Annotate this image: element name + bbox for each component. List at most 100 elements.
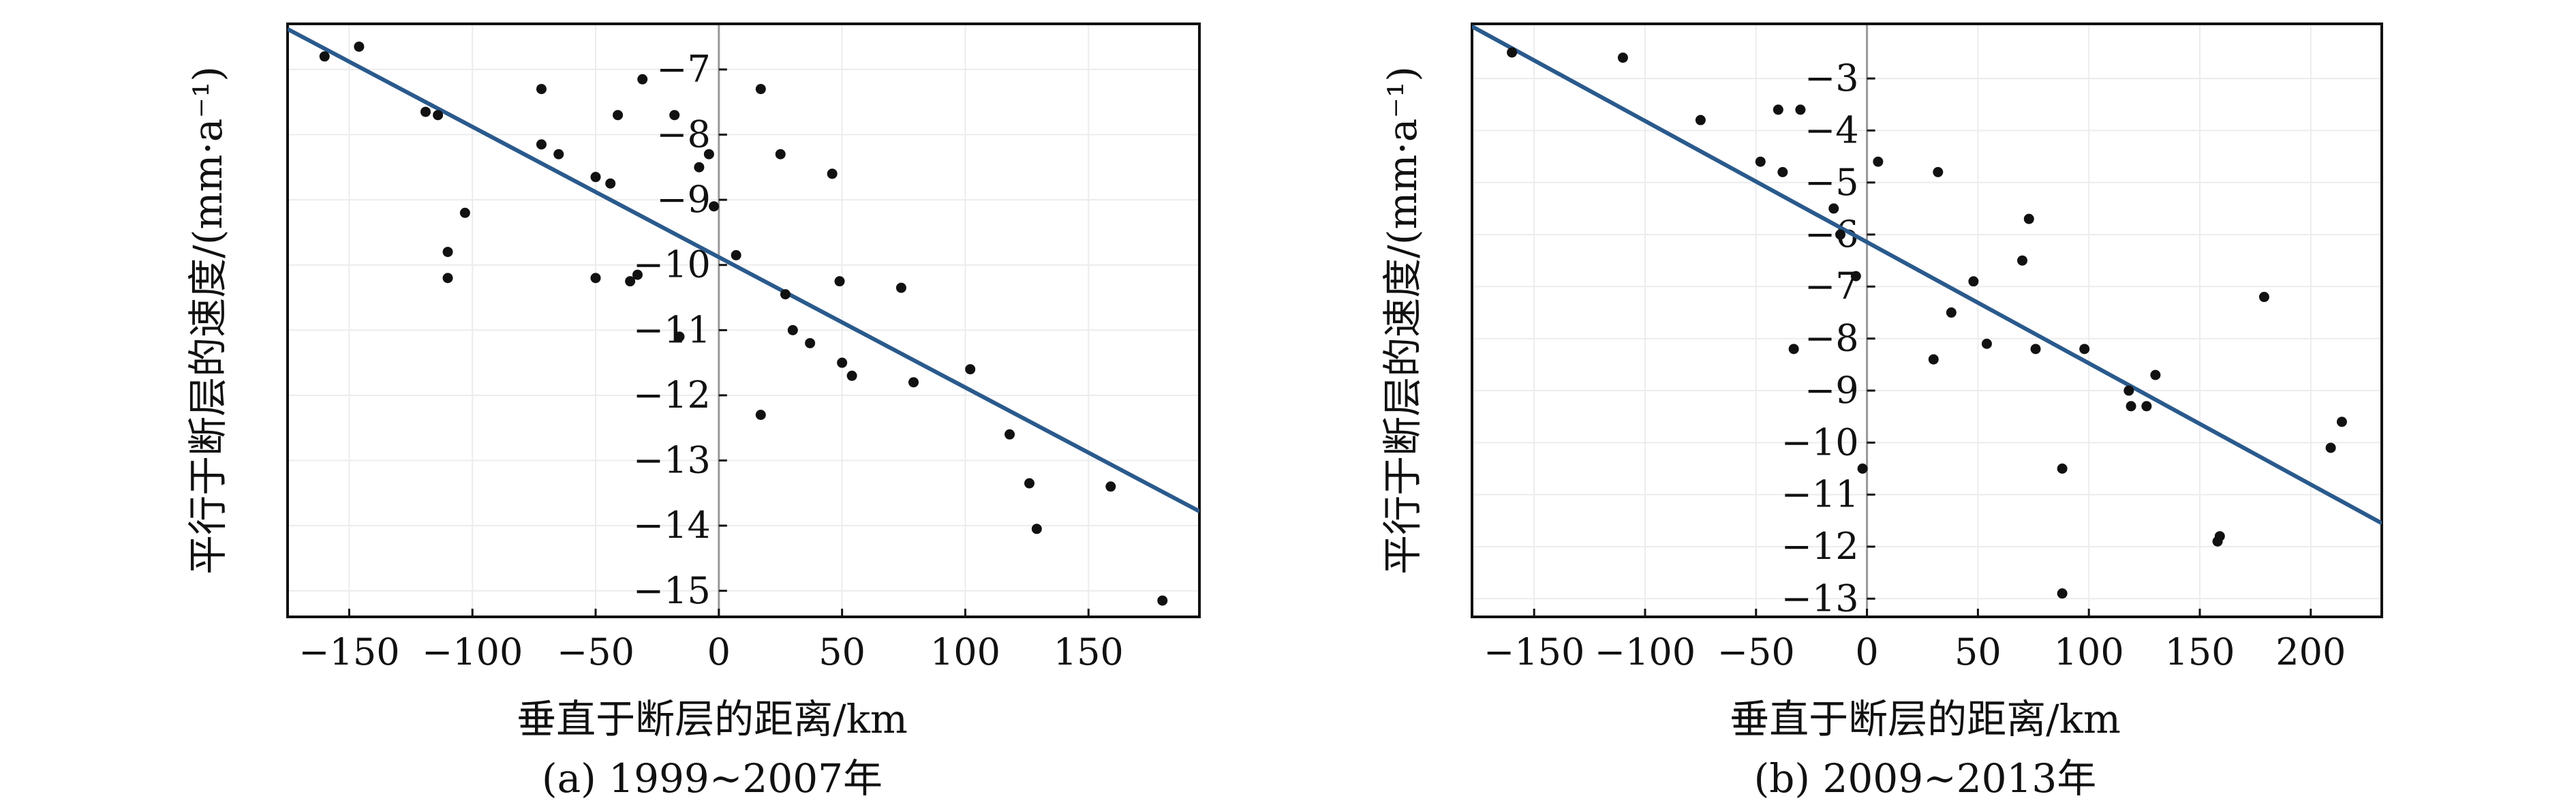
data-point	[1968, 276, 1979, 287]
data-point	[965, 364, 976, 375]
data-point	[2017, 255, 2028, 266]
data-point	[1105, 481, 1116, 492]
caption-b: (b) 2009~2013年	[1753, 755, 2097, 802]
data-point	[709, 201, 720, 212]
data-point	[354, 41, 365, 52]
x-tick-label: −150	[1484, 631, 1584, 673]
y-tick-label: −12	[633, 374, 711, 416]
y-tick-label: −10	[633, 243, 711, 286]
data-point	[2023, 213, 2034, 224]
data-point	[637, 74, 648, 85]
data-point	[459, 207, 470, 218]
data-point	[625, 276, 636, 287]
caption-a: (a) 1999~2007年	[541, 755, 883, 802]
x-tick-label: −150	[298, 631, 399, 673]
x-tick-label: −50	[1717, 631, 1795, 673]
data-point	[837, 357, 848, 368]
data-point	[605, 178, 616, 189]
data-point	[2030, 344, 2041, 354]
y-tick-label: −13	[633, 439, 711, 482]
x-tick-label: 100	[930, 631, 1000, 673]
data-point	[433, 110, 444, 121]
data-point	[908, 377, 919, 388]
x-tick-label: 0	[1855, 631, 1878, 673]
x-tick-label: 0	[707, 631, 731, 673]
data-point	[1850, 271, 1861, 282]
data-point	[1005, 429, 1015, 440]
data-point	[442, 273, 453, 284]
x-tick-label: 150	[1054, 631, 1124, 673]
data-point	[2150, 369, 2161, 380]
data-point	[755, 410, 766, 421]
y-tick-label: −8	[1805, 317, 1859, 360]
plot-frame	[1471, 22, 2383, 618]
y-tick-label: −10	[1781, 421, 1859, 464]
y-tick-label: −8	[656, 113, 711, 156]
data-points-b	[1507, 47, 2347, 599]
data-point	[1795, 104, 1806, 115]
data-point	[1946, 307, 1957, 318]
data-point	[1933, 167, 1944, 177]
y-axis-label-b: 平行于断层的速度/(mm·a⁻¹)	[1379, 66, 1426, 575]
data-point	[420, 106, 431, 117]
grid-b	[1472, 24, 2382, 617]
y-tick-label: −5	[1805, 161, 1859, 204]
data-point	[2141, 401, 2152, 412]
data-point	[536, 139, 547, 150]
data-point	[1981, 338, 1992, 349]
y-axis-label-a: 平行于断层的速度/(mm·a⁻¹)	[185, 66, 231, 575]
data-points-a	[319, 41, 1168, 606]
x-tick-label: 50	[818, 631, 865, 673]
data-point	[703, 149, 714, 160]
x-tick-label: −50	[557, 631, 634, 673]
y-tick-label: −11	[1781, 473, 1859, 516]
data-point	[442, 247, 453, 258]
data-point	[553, 149, 564, 160]
data-point	[1695, 115, 1706, 125]
data-point	[1788, 344, 1799, 354]
y-tick-label: −7	[1805, 264, 1859, 307]
data-point	[319, 51, 330, 62]
scatter-plot-a: −150 −100 −50 0 50 100 150 −15 −14 −13 −12 −11 −10 −9…	[286, 22, 1201, 673]
x-tick-label: 100	[2054, 631, 2124, 673]
y-tick-label: −13	[1781, 577, 1859, 620]
x-tick-label: −100	[1595, 631, 1696, 673]
regression-line	[288, 27, 1199, 513]
data-point	[2126, 401, 2136, 412]
chart-panel-b: −150 −100 −50 0 50 100 150 200 −13 −12 −11 −10 −9 −8 −…	[1288, 0, 2576, 805]
data-point	[834, 276, 845, 287]
y-tick-label: −11	[633, 308, 711, 351]
data-point	[775, 149, 786, 160]
y-tick-label: −3	[1805, 57, 1859, 100]
chart-panel-a: −150 −100 −50 0 50 100 150 −15 −14 −13 −12 −11 −10 −9…	[185, 22, 1201, 802]
x-tick-label: −100	[422, 631, 523, 673]
data-point	[846, 370, 857, 381]
data-point	[1777, 167, 1788, 177]
regression-line	[1472, 25, 2382, 526]
x-axis-label-b: 垂直于断层的距离/km	[1730, 696, 2121, 742]
x-tick-label: 150	[2164, 631, 2235, 673]
data-point	[2325, 442, 2336, 453]
y-tick-label: −7	[656, 48, 711, 91]
x-tick-label: 50	[1954, 631, 2002, 673]
y-tick-label: −14	[633, 504, 711, 547]
data-point	[1755, 156, 1766, 167]
data-point	[2336, 416, 2347, 427]
data-point	[536, 84, 547, 95]
data-point	[2079, 344, 2090, 354]
data-point	[895, 282, 906, 293]
x-axis-label-a: 垂直于断层的距离/km	[517, 696, 908, 742]
data-point	[590, 273, 601, 284]
data-point	[674, 331, 685, 342]
data-point	[2057, 464, 2068, 474]
data-point	[669, 110, 680, 121]
data-point	[1873, 156, 1884, 167]
data-point	[827, 168, 838, 179]
data-point	[1031, 523, 1042, 534]
data-point	[1835, 229, 1846, 240]
data-point	[694, 162, 705, 172]
data-point	[613, 110, 624, 121]
scatter-plot-b: −150 −100 −50 0 50 100 150 200 −13 −12 −11 −10 −9 −8 −…	[1471, 22, 2383, 673]
data-point	[2214, 531, 2225, 542]
data-point	[1828, 203, 1839, 214]
